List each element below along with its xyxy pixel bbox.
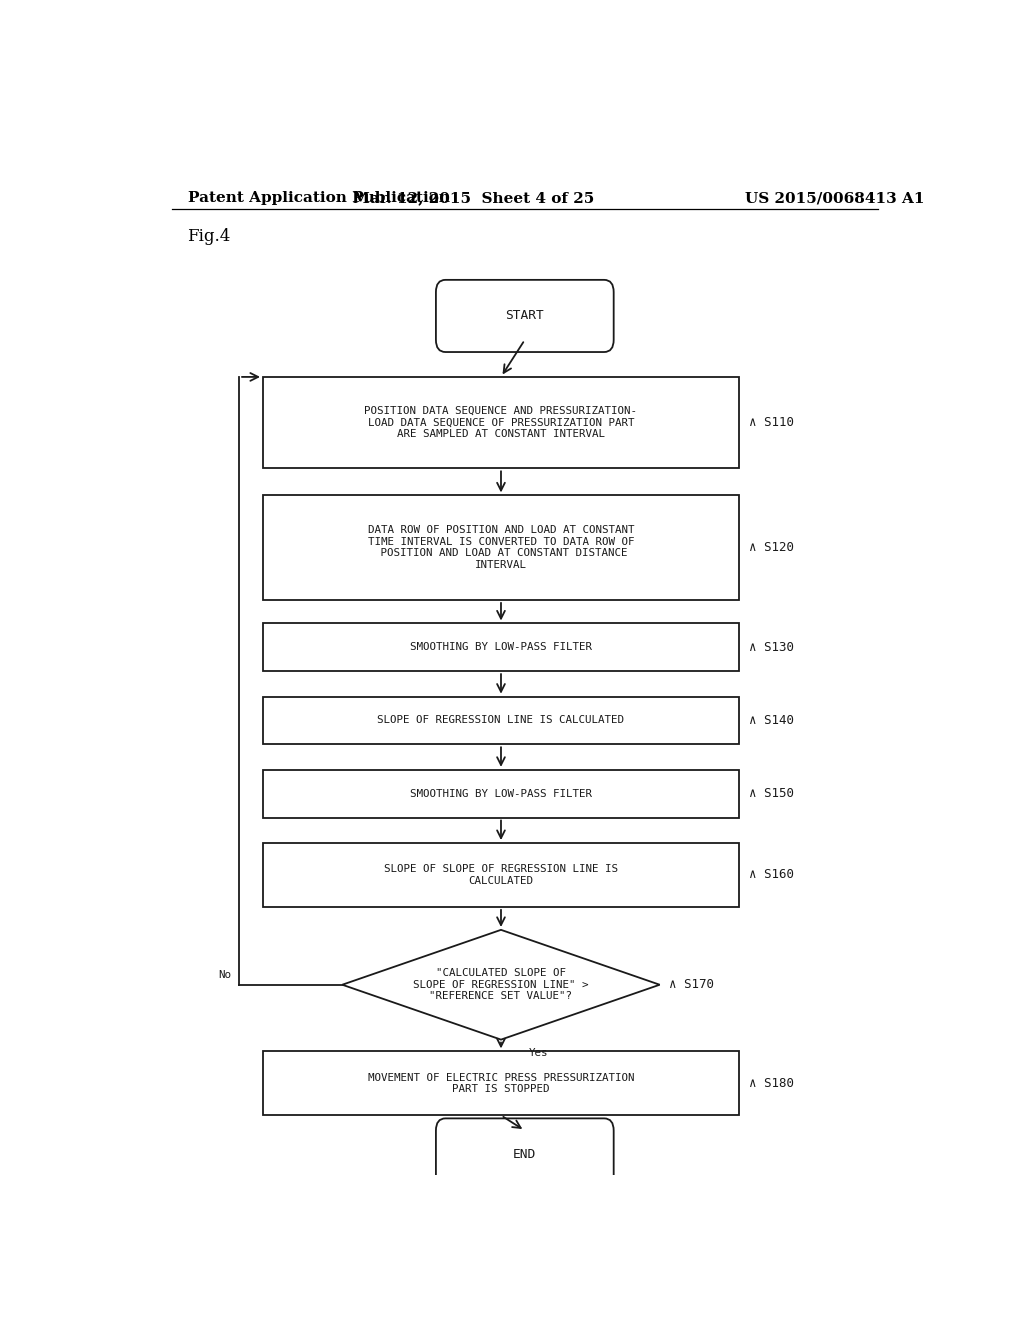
Text: ∧ S160: ∧ S160 [749,869,794,882]
Text: START: START [506,309,544,322]
Text: ∧ S170: ∧ S170 [670,978,714,991]
Text: Patent Application Publication: Patent Application Publication [187,191,450,205]
Text: ∧ S110: ∧ S110 [749,416,794,429]
FancyBboxPatch shape [436,280,613,352]
Text: END: END [513,1148,537,1162]
Bar [263,770,739,817]
Text: Yes: Yes [528,1048,548,1057]
Text: MOVEMENT OF ELECTRIC PRESS PRESSURIZATION
PART IS STOPPED: MOVEMENT OF ELECTRIC PRESS PRESSURIZATIO… [368,1073,634,1094]
Text: Mar. 12, 2015  Sheet 4 of 25: Mar. 12, 2015 Sheet 4 of 25 [352,191,594,205]
Text: SLOPE OF SLOPE OF REGRESSION LINE IS
CALCULATED: SLOPE OF SLOPE OF REGRESSION LINE IS CAL… [384,865,618,886]
Text: "CALCULATED SLOPE OF
SLOPE OF REGRESSION LINE" >
"REFERENCE SET VALUE"?: "CALCULATED SLOPE OF SLOPE OF REGRESSION… [414,968,589,1002]
Polygon shape [342,929,659,1040]
Bar [263,1051,739,1115]
Text: SLOPE OF REGRESSION LINE IS CALCULATED: SLOPE OF REGRESSION LINE IS CALCULATED [378,715,625,726]
Bar [263,697,739,744]
FancyBboxPatch shape [436,1118,613,1191]
Text: US 2015/0068413 A1: US 2015/0068413 A1 [744,191,924,205]
Text: SMOOTHING BY LOW-PASS FILTER: SMOOTHING BY LOW-PASS FILTER [410,788,592,799]
Text: ∧ S180: ∧ S180 [749,1077,794,1090]
Text: Fig.4: Fig.4 [187,228,230,246]
Text: POSITION DATA SEQUENCE AND PRESSURIZATION-
LOAD DATA SEQUENCE OF PRESSURIZATION : POSITION DATA SEQUENCE AND PRESSURIZATIO… [365,407,638,440]
Text: SMOOTHING BY LOW-PASS FILTER: SMOOTHING BY LOW-PASS FILTER [410,643,592,652]
Text: ∧ S120: ∧ S120 [749,541,794,554]
Text: ∧ S140: ∧ S140 [749,714,794,727]
Text: ∧ S130: ∧ S130 [749,640,794,653]
Text: ∧ S150: ∧ S150 [749,787,794,800]
Bar [263,495,739,601]
Bar [263,378,739,469]
Bar [263,623,739,671]
Text: No: No [218,970,231,979]
Bar [263,843,739,907]
Text: DATA ROW OF POSITION AND LOAD AT CONSTANT
TIME INTERVAL IS CONVERTED TO DATA ROW: DATA ROW OF POSITION AND LOAD AT CONSTAN… [368,525,634,570]
